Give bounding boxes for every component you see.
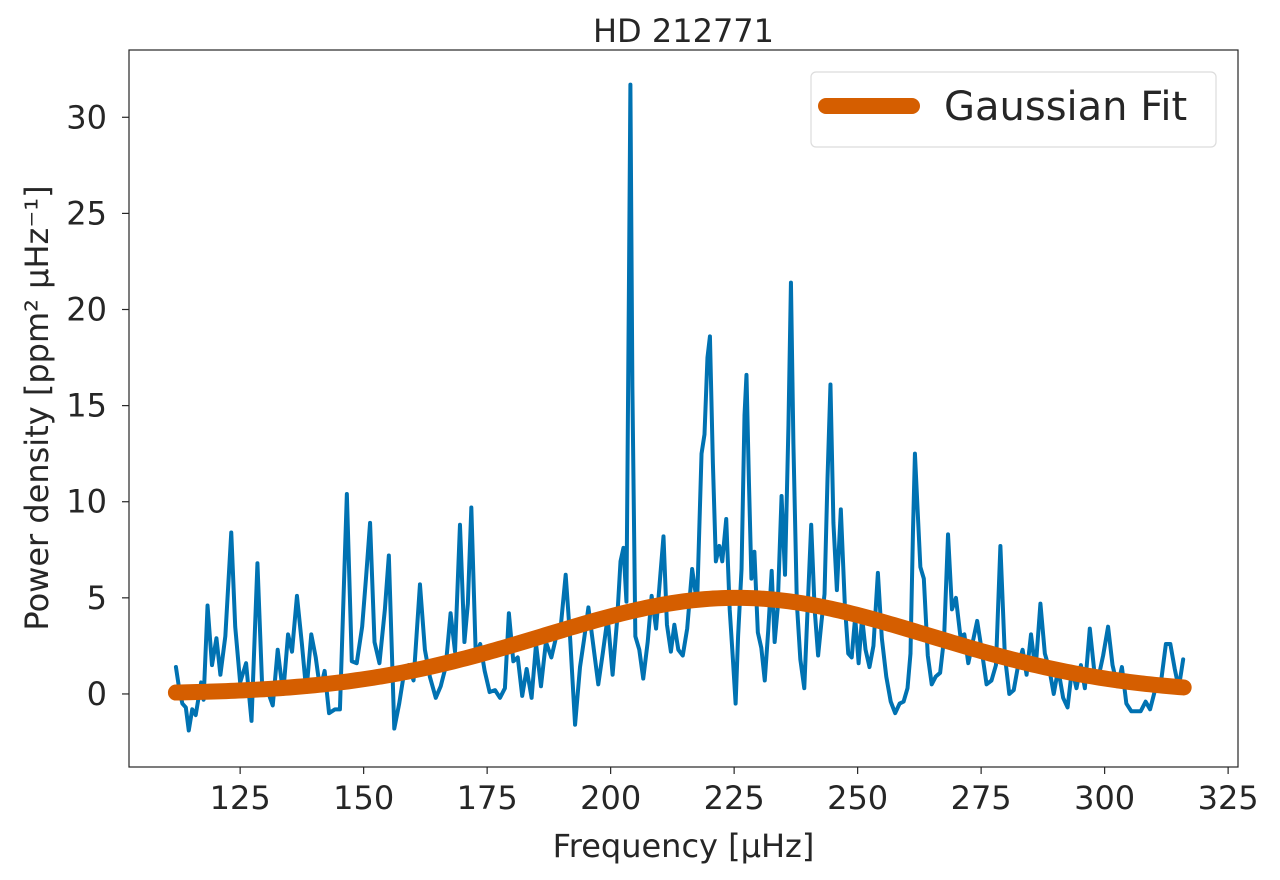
legend: Gaussian Fit [810,71,1217,148]
x-tick-label: 125 [210,779,271,817]
x-tick-label: 175 [457,779,518,817]
x-tick-label: 225 [704,779,765,817]
y-tick-label: 10 [66,483,107,521]
y-axis: 0 5 10 15 20 25 30 [66,98,129,713]
x-tick-label: 150 [333,779,394,817]
x-tick-label: 325 [1198,779,1259,817]
plot-frame [128,49,1239,768]
y-axis-label: Power density [ppm² μHz⁻¹] [18,185,56,630]
x-tick-label: 250 [827,779,888,817]
legend-box [810,71,1217,148]
data-layer [167,82,1192,733]
chart-title: HD 212771 [593,12,774,50]
plot-area [128,49,1239,768]
x-tick-label: 300 [1074,779,1135,817]
y-tick-label: 30 [66,98,107,136]
y-tick-label: 5 [87,579,107,617]
y-tick-label: 15 [66,387,107,425]
x-tick-label: 200 [580,779,641,817]
series-gaussian-fit-line [167,589,1192,701]
series-power-spectrum-line [173,82,1186,733]
x-tick-label: 275 [951,779,1012,817]
x-axis: 125 150 175 200 225 250 275 300 325 [210,767,1259,817]
y-tick-label: 25 [66,194,107,232]
y-tick-label: 20 [66,291,107,329]
legend-entry-gaussian-fit: Gaussian Fit [944,84,1187,130]
y-tick-label: 0 [87,675,107,713]
x-axis-label: Frequency [μHz] [553,827,815,865]
